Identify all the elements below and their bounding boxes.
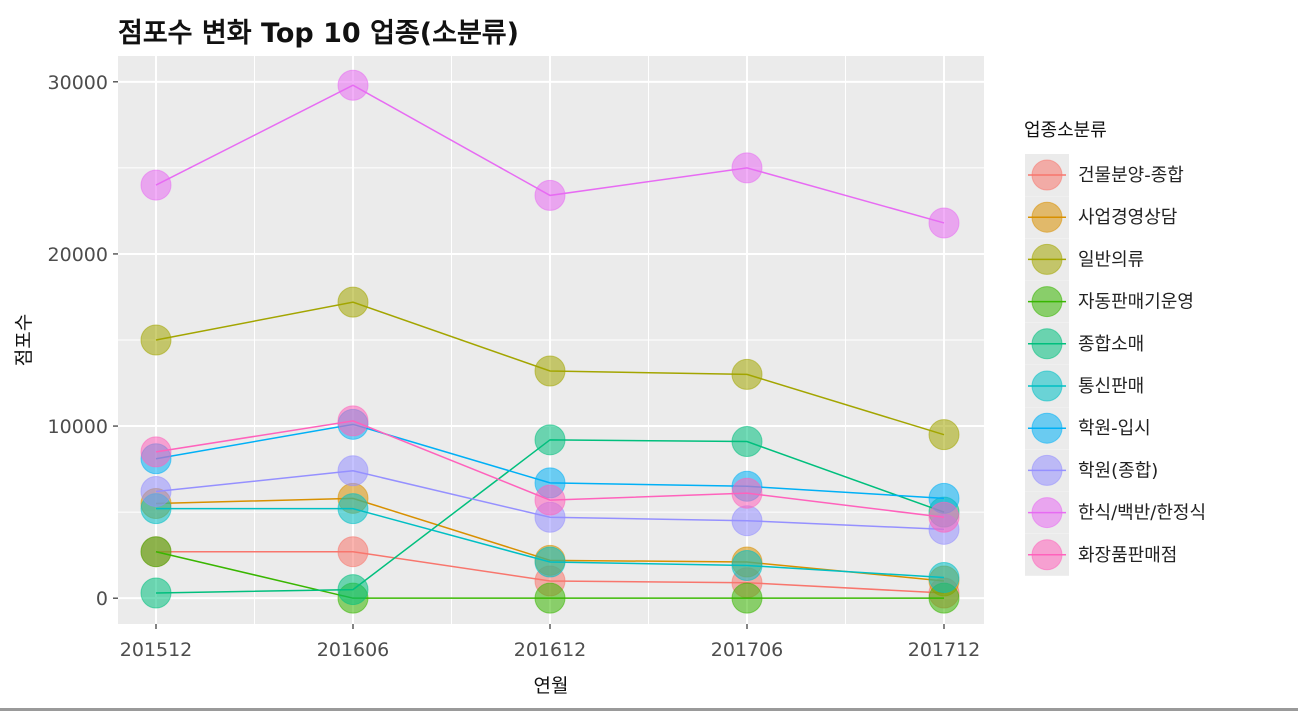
data-point [731, 582, 763, 614]
chart-title: 점포수 변화 Top 10 업종(소분류) [118, 18, 519, 49]
data-point [140, 169, 172, 201]
legend-key-point [1031, 328, 1063, 360]
legend-key-point [1031, 243, 1063, 275]
x-tick-label: 201712 [908, 639, 981, 661]
data-point [534, 582, 566, 614]
data-point [534, 546, 566, 578]
legend: 업종소분류 건물분양-종합사업경영상담일반의류자동판매기운영종합소매통신판매학원… [1024, 120, 1206, 576]
data-point [337, 536, 369, 568]
legend-label: 자동판매기운영 [1078, 292, 1194, 313]
data-point [928, 207, 960, 239]
y-tick-label: 30000 [48, 72, 108, 94]
legend-label: 사업경영상담 [1078, 207, 1177, 228]
legend-item: 한식/백반/한정식 [1025, 491, 1206, 534]
legend-item: 건물분양-종합 [1025, 154, 1184, 196]
data-point [140, 475, 172, 507]
data-point [731, 505, 763, 537]
series-layer [140, 69, 960, 614]
y-tick-label: 20000 [48, 244, 108, 266]
legend-item: 자동판매기운영 [1025, 280, 1194, 323]
legend-title: 업종소분류 [1024, 120, 1107, 141]
legend-item: 학원(종합) [1025, 449, 1158, 492]
legend-item: 화장품판매점 [1025, 533, 1177, 576]
data-point [337, 455, 369, 487]
legend-items: 건물분양-종합사업경영상담일반의류자동판매기운영종합소매통신판매학원-입시학원(… [1025, 154, 1206, 576]
legend-item: 통신판매 [1025, 365, 1144, 407]
legend-label: 건물분양-종합 [1078, 165, 1184, 186]
legend-label: 학원(종합) [1078, 460, 1158, 481]
x-tick-label: 201512 [120, 639, 193, 661]
x-tick-label: 201612 [514, 639, 587, 661]
legend-label: 일반의류 [1078, 249, 1144, 270]
data-point [928, 419, 960, 451]
y-tick-label: 0 [96, 588, 108, 610]
x-tick-label: 201706 [711, 639, 784, 661]
data-point [534, 179, 566, 211]
data-point [928, 562, 960, 594]
legend-key-point [1031, 412, 1063, 444]
series [140, 286, 960, 451]
legend-item: 사업경영상담 [1025, 196, 1177, 239]
legend-key-point [1031, 539, 1063, 571]
legend-key-point [1031, 497, 1063, 529]
data-point [337, 493, 369, 525]
x-axis-title: 연월 [534, 675, 569, 697]
data-point [337, 574, 369, 606]
data-point [534, 424, 566, 456]
legend-item: 종합소매 [1025, 322, 1144, 365]
data-point [140, 536, 172, 568]
series [140, 69, 960, 239]
legend-label: 화장품판매점 [1078, 545, 1177, 566]
legend-item: 학원-입시 [1025, 407, 1151, 450]
legend-item: 일반의류 [1025, 238, 1144, 281]
data-point [140, 324, 172, 356]
data-point [731, 152, 763, 184]
data-point [337, 405, 369, 437]
data-point [731, 549, 763, 581]
legend-label: 한식/백반/한정식 [1078, 503, 1206, 524]
data-point [731, 358, 763, 390]
y-axis-title: 점포수 [13, 314, 35, 366]
legend-key-point [1031, 201, 1063, 233]
data-point [337, 286, 369, 318]
data-point [731, 477, 763, 509]
legend-key-point [1031, 370, 1063, 402]
data-point [140, 436, 172, 468]
data-point [140, 577, 172, 609]
data-point [928, 501, 960, 533]
x-tick-label: 201606 [317, 639, 390, 661]
legend-label: 학원-입시 [1078, 418, 1151, 439]
grid [118, 56, 984, 624]
legend-key-point [1031, 159, 1063, 191]
legend-key-point [1031, 454, 1063, 486]
legend-label: 통신판매 [1078, 376, 1144, 397]
x-axis-ticks: 201512 201606 201612 201706 201712 [120, 624, 981, 661]
data-point [337, 69, 369, 101]
legend-key-point [1031, 286, 1063, 318]
legend-label: 종합소매 [1078, 334, 1144, 355]
y-axis-ticks: 0 10000 20000 30000 [48, 72, 118, 610]
y-tick-label: 10000 [48, 416, 108, 438]
data-point [534, 355, 566, 387]
bottom-divider [0, 708, 1298, 711]
series [140, 405, 960, 533]
data-point [534, 484, 566, 516]
data-point [731, 426, 763, 458]
